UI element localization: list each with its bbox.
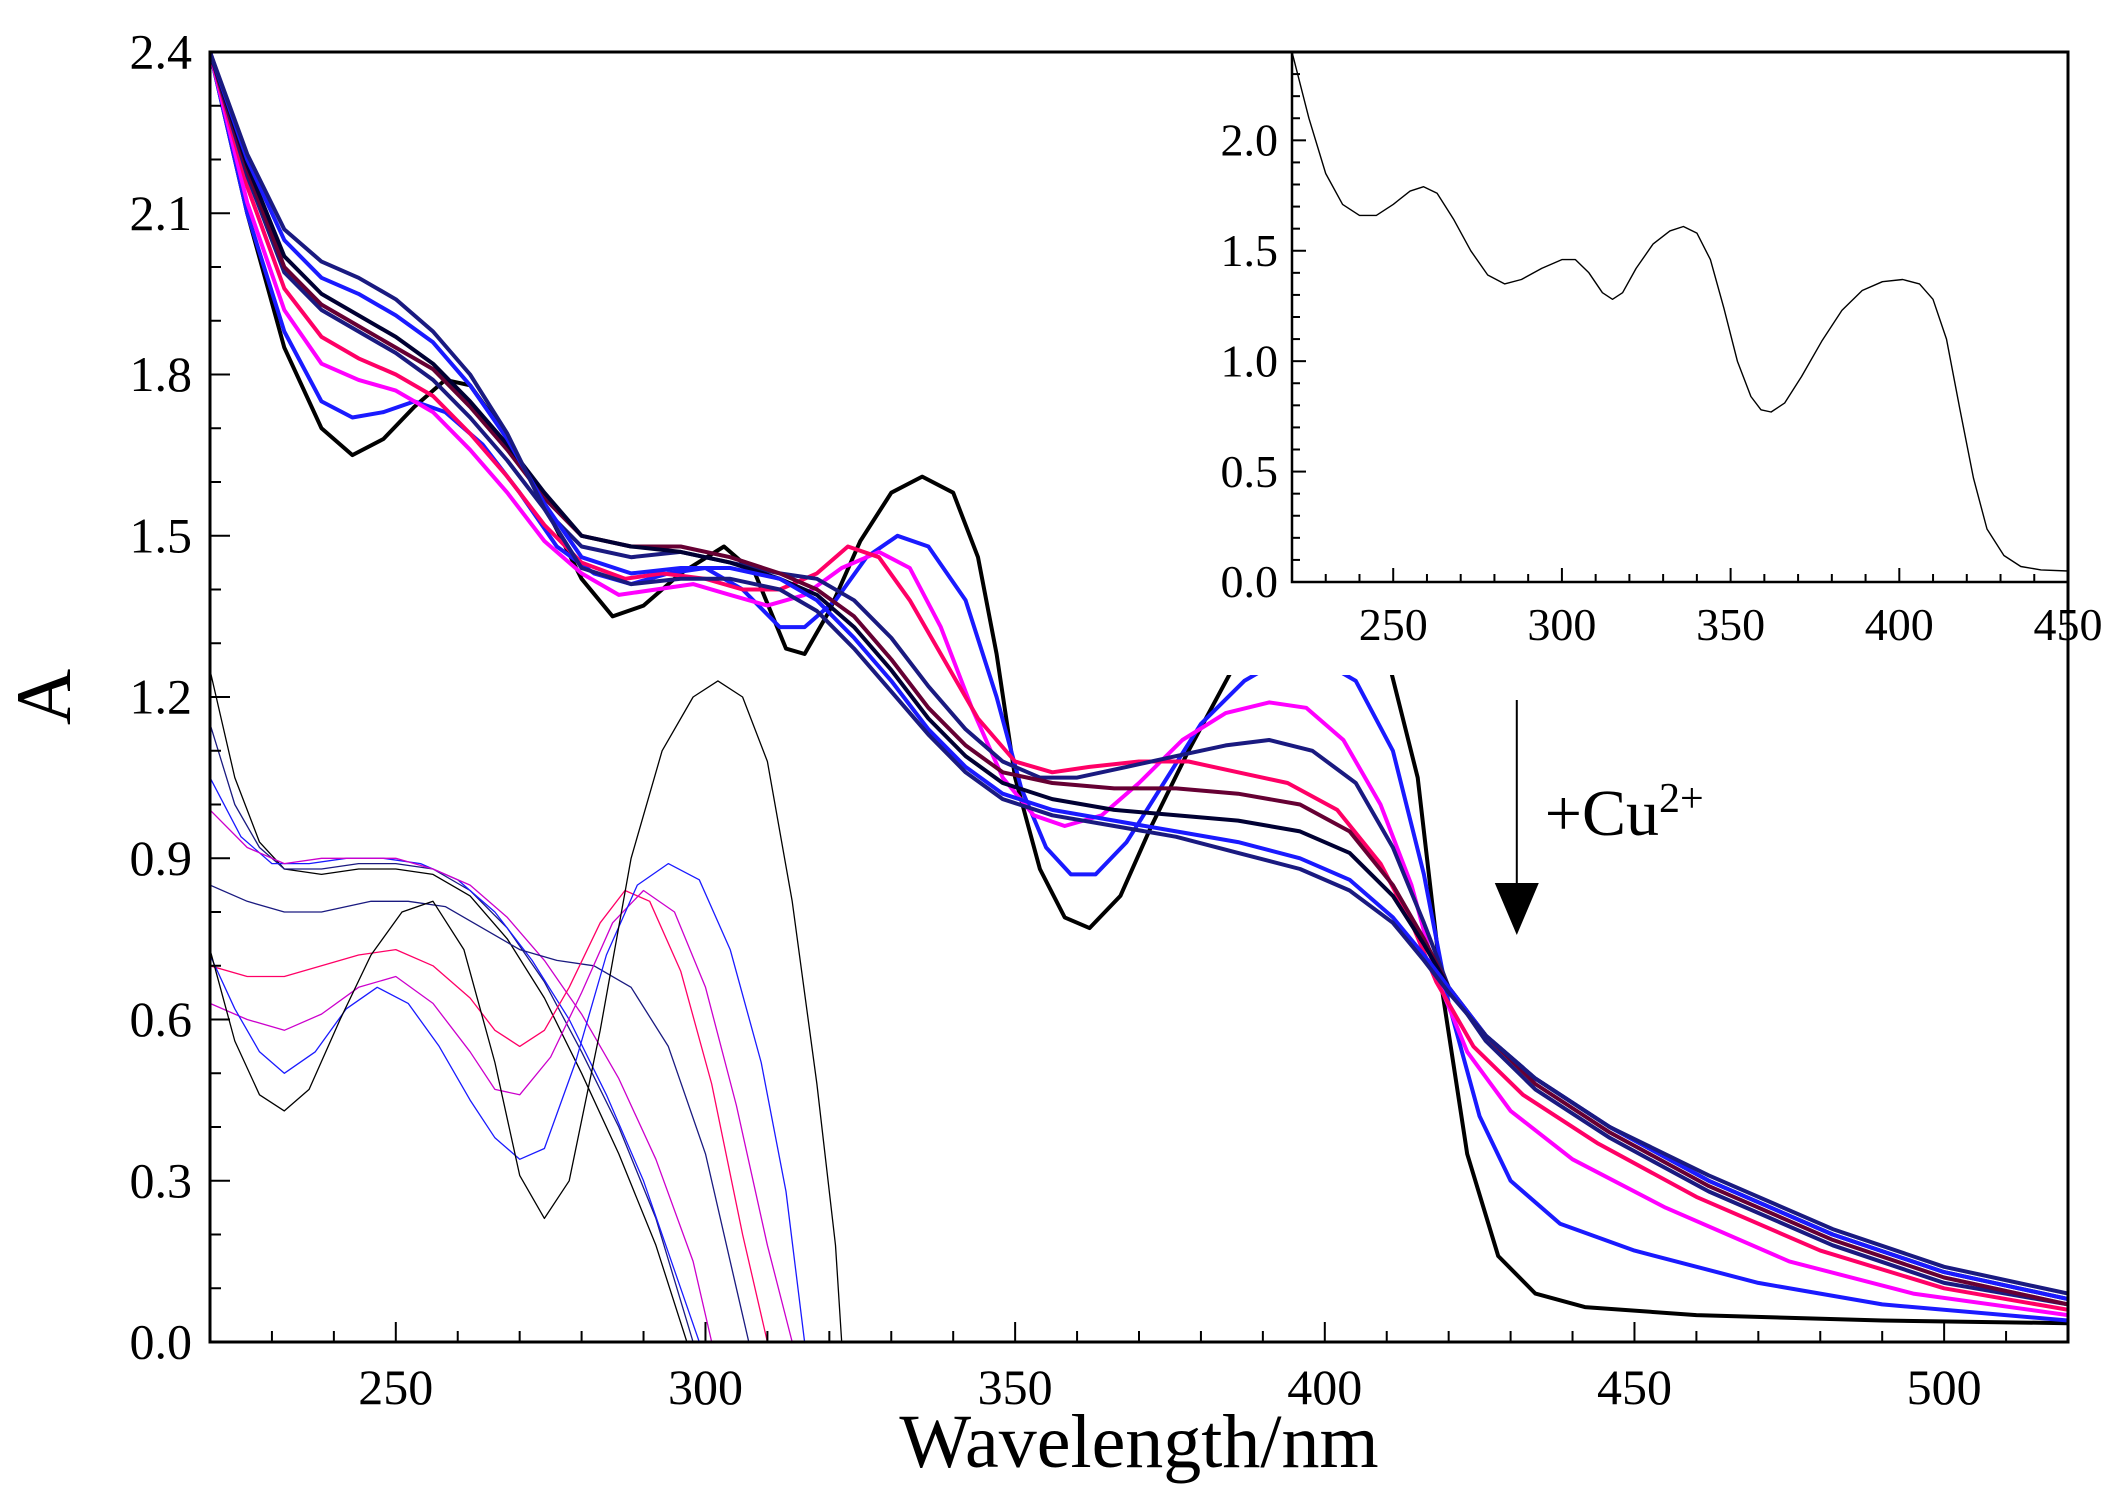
series-line-15	[210, 889, 793, 1342]
y-tick-label: 2.0	[1221, 115, 1279, 166]
series-line-14	[210, 889, 769, 1342]
y-tick-label: 1.5	[1221, 225, 1279, 276]
x-tick-label: 500	[1907, 1359, 1982, 1415]
x-tick-label: 350	[978, 1359, 1053, 1415]
main-plot: 250 300 350 400 450 500 0.0 0.3 0.6 0.9 1.2 1.5 1.8 2…	[0, 24, 2070, 1484]
cu-label-superscript: 2+	[1659, 776, 1704, 822]
series-line-17	[210, 680, 843, 1342]
y-tick-label: 0.3	[130, 1152, 193, 1208]
x-tick-label: 250	[1359, 599, 1428, 650]
x-tick-label: 300	[1527, 599, 1596, 650]
y-tick-label: 0.6	[130, 991, 193, 1047]
y-tick-label: 1.8	[130, 346, 193, 402]
cu-label-main: +Cu	[1545, 777, 1659, 850]
x-axis-title: Wavelength/nm	[899, 1400, 1378, 1484]
x-tick-label: 350	[1696, 599, 1765, 650]
y-tick-label: 0.5	[1221, 446, 1279, 497]
x-tick-label: 250	[358, 1359, 433, 1415]
y-tick-label: 1.2	[130, 669, 193, 725]
series-line-3	[210, 52, 2068, 1312]
series-line-13	[210, 884, 750, 1342]
series-group	[210, 52, 2068, 1342]
cu-addition-annotation: +Cu2+	[1494, 700, 1704, 935]
series-line-12	[210, 809, 713, 1342]
y-tick-label: 1.0	[1221, 335, 1279, 386]
x-tick-label: 300	[668, 1359, 743, 1415]
series-group	[1292, 52, 2068, 572]
x-tick-label: 450	[1597, 1359, 1672, 1415]
y-tick-label: 1.5	[130, 507, 193, 563]
down-arrow-icon	[1494, 883, 1539, 935]
y-tick-label: 0.0	[130, 1314, 193, 1370]
series-line-10	[210, 723, 694, 1342]
x-tick-label: 400	[1865, 599, 1934, 650]
series-line-9	[210, 669, 688, 1342]
x-tick-label: 400	[1287, 1359, 1362, 1415]
y-tick-label: 0.0	[1221, 556, 1279, 607]
inset-plot: 250 300 350 400 450 0.0 0.5 1.0 1.5 2.0	[1175, 50, 2103, 675]
inset-background	[1175, 55, 2065, 675]
y-tick-label: 0.9	[130, 830, 193, 886]
y-axis-title: A	[0, 669, 87, 725]
series-line-0	[210, 52, 2068, 1326]
x-tick-label: 450	[2034, 599, 2103, 650]
y-tick-label: 2.1	[130, 185, 193, 241]
cu-addition-label: +Cu2+	[1545, 776, 1704, 850]
series-line-16	[210, 862, 806, 1342]
series-line-11	[210, 776, 700, 1342]
series-line-0	[1292, 52, 2068, 572]
series-line-8	[210, 52, 2068, 1296]
y-tick-label: 2.4	[130, 24, 193, 80]
